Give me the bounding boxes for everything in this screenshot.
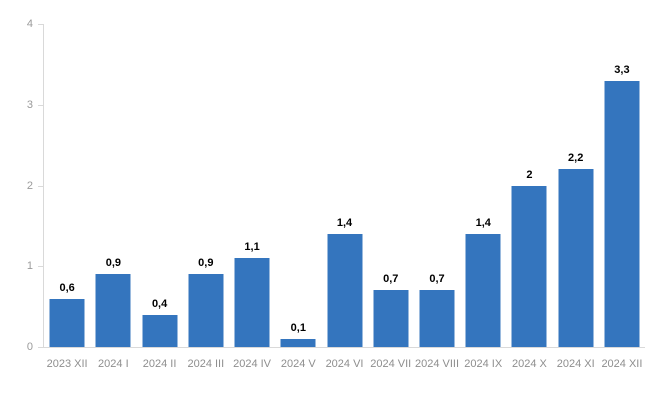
y-axis-tick-label: 1 (26, 260, 33, 273)
bar[interactable] (558, 169, 594, 347)
bar-value-label: 0,7 (383, 273, 399, 286)
bar-value-label: 1,4 (475, 216, 491, 229)
y-axis-tick-label: 3 (26, 98, 33, 111)
x-axis-label: 2024 IV (233, 358, 272, 370)
x-axis-labels: 2023 XII 2024 I 2024 II 2024 III 2024 IV 2024… (44, 358, 645, 370)
y-axis-tick-mark (38, 185, 43, 187)
bar-value-label: 2 (526, 168, 533, 181)
bar-slot: 2 (506, 24, 552, 347)
bar[interactable] (511, 185, 547, 347)
bar-slot: 1,4 (321, 24, 367, 347)
x-axis-label: 2024 VIII (414, 358, 460, 370)
bar-slot: 1,1 (229, 24, 275, 347)
x-axis-label: 2024 XI (556, 358, 595, 370)
y-axis-tick-mark (38, 266, 43, 268)
bar[interactable] (234, 258, 270, 347)
plot-area: 0,6 0,9 0,4 0,9 1,1 0,1 1,4 0,7 0,7 1,4 2 2,2 3,3 (44, 24, 645, 347)
bar-value-label: 0,1 (290, 321, 306, 334)
x-axis-label: 2024 VII (370, 358, 412, 370)
bar-slot: 3,3 (599, 24, 645, 347)
bar[interactable] (604, 80, 640, 347)
bar[interactable] (327, 233, 363, 347)
x-axis-label: 2024 X (512, 358, 547, 370)
x-axis-label: 2024 XII (601, 358, 643, 370)
bar[interactable] (188, 274, 224, 347)
x-axis-label: 2024 II (142, 358, 177, 370)
bar-slot: 0,7 (368, 24, 414, 347)
bar[interactable] (142, 314, 178, 347)
x-axis-label: 2024 V (280, 358, 316, 370)
bar-value-label: 0,6 (59, 281, 75, 294)
bar-value-label: 1,1 (244, 241, 260, 254)
bar-value-label: 0,4 (151, 297, 168, 310)
bar[interactable] (419, 290, 455, 347)
x-axis-label: 2024 I (98, 358, 129, 370)
x-axis-label: 2024 III (187, 358, 225, 370)
bar-value-label: 3,3 (614, 63, 630, 76)
bar-value-label: 0,9 (105, 257, 121, 270)
bar[interactable] (49, 298, 85, 347)
bar-slot: 0,6 (44, 24, 90, 347)
y-axis-tick-label: 0 (26, 341, 33, 353)
bar-slot: 1,4 (460, 24, 506, 347)
bar-slot: 0,9 (183, 24, 229, 347)
y-axis-tick-mark (38, 347, 43, 348)
y-axis-tick-label: 4 (26, 18, 33, 30)
bar[interactable] (280, 338, 316, 347)
bar[interactable] (465, 233, 501, 347)
x-axis-label: 2024 IX (464, 358, 503, 370)
bar-slot: 0,4 (136, 24, 182, 347)
bar-slot: 0,7 (414, 24, 460, 347)
bar-slot: 0,1 (275, 24, 321, 347)
bar[interactable] (373, 290, 409, 347)
x-axis-line (39, 347, 645, 348)
bar-slot: 0,9 (90, 24, 136, 347)
bar-slot: 2,2 (553, 24, 599, 347)
bar-value-label: 1,4 (336, 216, 353, 229)
bar[interactable] (95, 274, 131, 347)
x-axis-label: 2023 XII (46, 358, 88, 370)
bar-value-label: 0,9 (198, 257, 214, 270)
y-axis-line (43, 24, 44, 348)
bar-value-label: 2,2 (568, 152, 584, 165)
x-axis-label: 2024 VI (325, 358, 364, 370)
bar-value-label: 0,7 (429, 273, 445, 286)
y-axis-tick-mark (38, 24, 43, 25)
y-axis-tick-mark (38, 104, 43, 106)
y-axis-tick-label: 2 (26, 179, 33, 192)
